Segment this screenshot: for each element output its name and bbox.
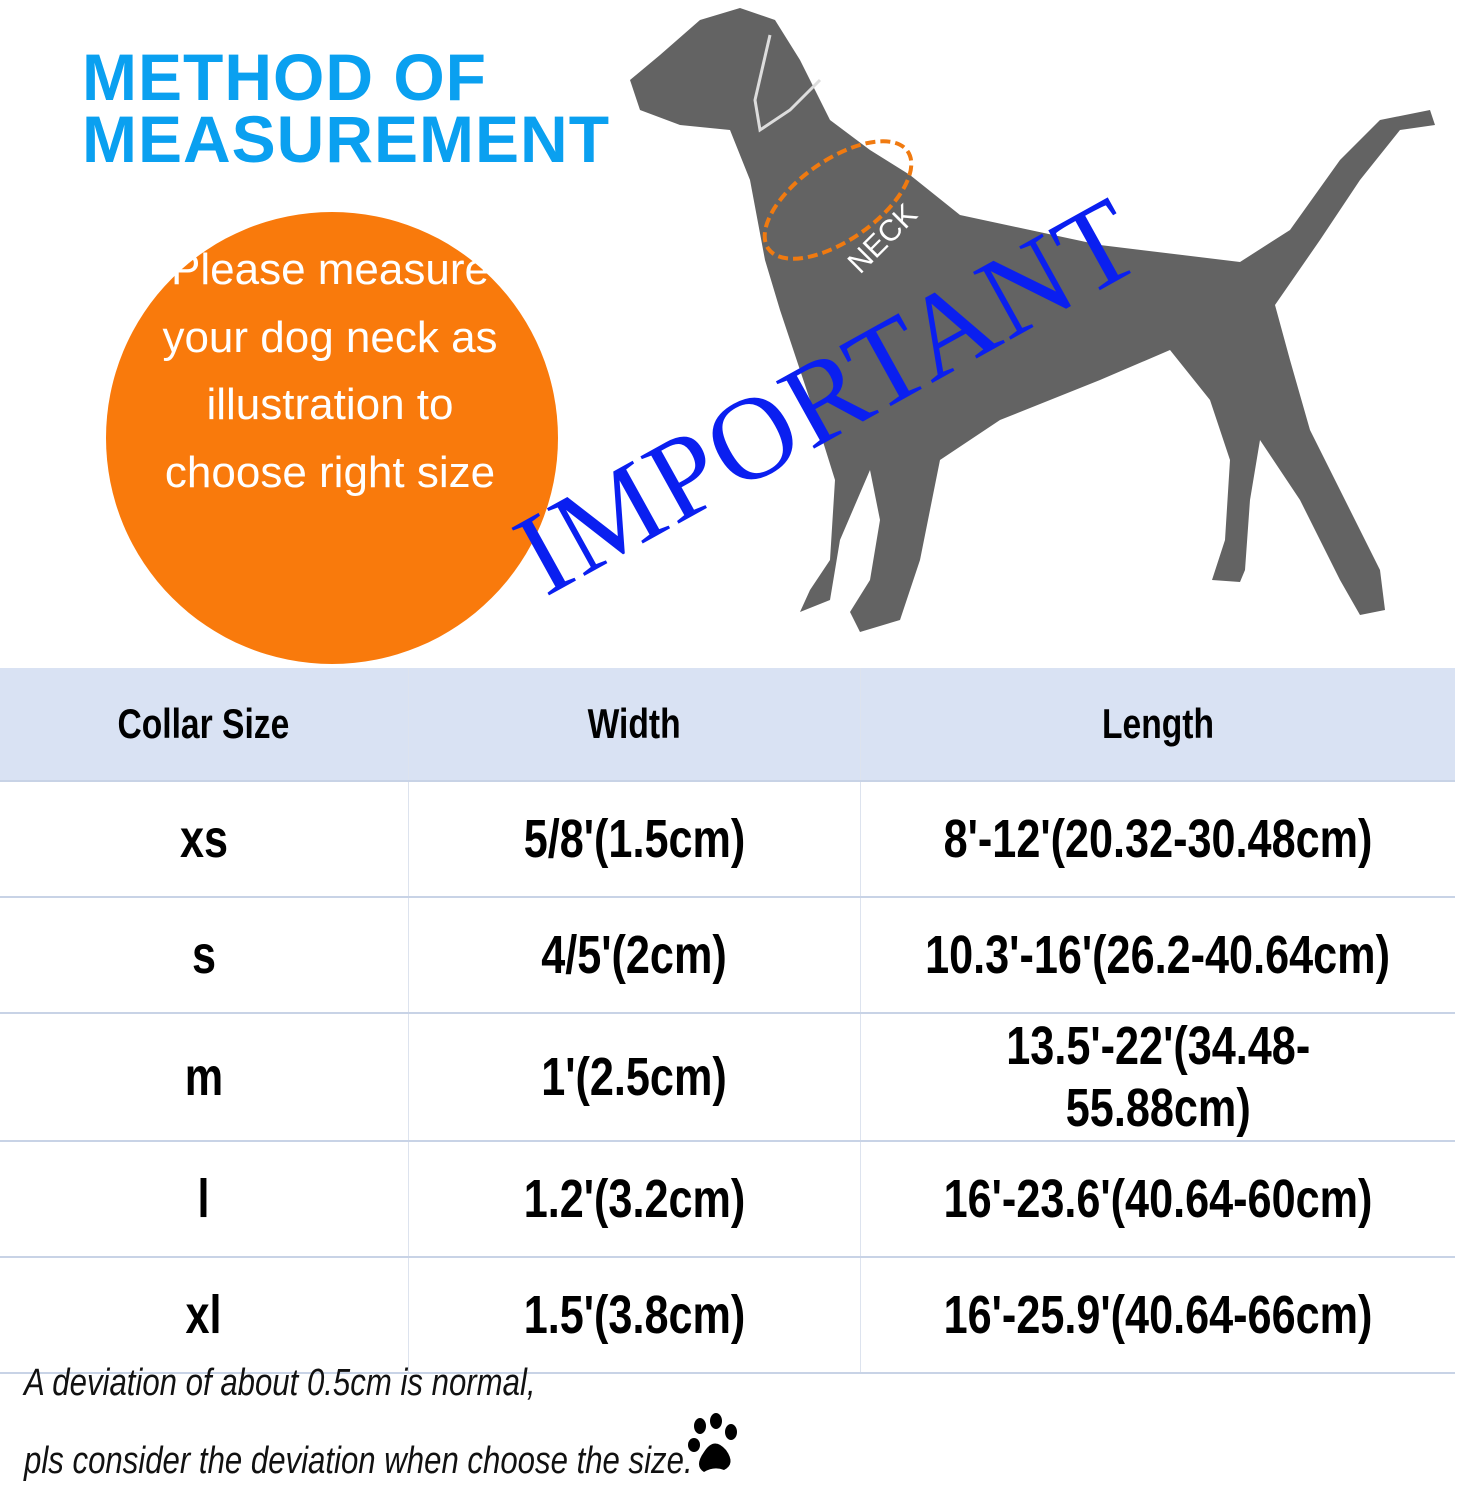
length-cell: 16'-23.6'(40.64-60cm) [859, 1141, 1455, 1258]
cell-value: l [197, 1169, 210, 1229]
length-cell: 8'-12'(20.32-30.48cm) [859, 781, 1455, 898]
header-label: Collar Size [117, 700, 290, 747]
dog-silhouette [630, 8, 1435, 632]
length-cell: 10.3'-16'(26.2-40.64cm) [859, 897, 1455, 1014]
width-cell: 1'(2.5cm) [407, 1013, 860, 1142]
cell-value: 10.3'-16'(26.2-40.64cm) [925, 925, 1391, 985]
width-cell: 5/8'(1.5cm) [407, 781, 860, 898]
dog-ear [753, 34, 822, 133]
length-cell: 13.5'-22'(34.48-55.88cm) [859, 1013, 1455, 1142]
cell-value: 1.2'(3.2cm) [523, 1169, 745, 1229]
cell-value: 4/5'(2cm) [541, 925, 727, 985]
size-cell: xl [0, 1257, 408, 1374]
cell-value: 16'-23.6'(40.64-60cm) [943, 1169, 1373, 1229]
page-title: METHOD OF MEASUREMENT [82, 40, 611, 176]
note-text: A deviation of about 0.5cm is normal, [24, 1362, 536, 1404]
cell-value: xs [179, 809, 228, 869]
deviation-note-2: pls consider the deviation when choose t… [24, 1440, 839, 1483]
cell-value: 1'(2.5cm) [541, 1047, 727, 1107]
table-row: s 4/5'(2cm) 10.3'-16'(26.2-40.64cm) [0, 897, 1455, 1014]
width-cell: 1.5'(3.8cm) [407, 1257, 860, 1374]
table-header-row: Collar Size Width Length [0, 668, 1455, 782]
cell-value: 13.5'-22'(34.48-55.88cm) [1005, 1016, 1310, 1138]
table-row: xs 5/8'(1.5cm) 8'-12'(20.32-30.48cm) [0, 781, 1455, 898]
size-cell: s [0, 897, 408, 1014]
cell-value: m [184, 1047, 223, 1107]
cell-value: 8'-12'(20.32-30.48cm) [943, 809, 1373, 869]
size-cell: xs [0, 781, 408, 898]
width-cell: 1.2'(3.2cm) [407, 1141, 860, 1258]
header-label: Width [587, 700, 681, 747]
title-line-2: MEASUREMENT [82, 102, 611, 176]
size-cell: m [0, 1013, 408, 1142]
paw-print-icon [688, 1413, 737, 1472]
length-cell: 16'-25.9'(40.64-66cm) [859, 1257, 1455, 1374]
header-label: Length [1101, 700, 1214, 747]
instruction-circle [106, 212, 558, 664]
cell-value: 1.5'(3.8cm) [523, 1285, 745, 1345]
cell-value: 5/8'(1.5cm) [523, 809, 745, 869]
deviation-note-1: A deviation of about 0.5cm is normal, [24, 1362, 648, 1405]
note-text: pls consider the deviation when choose t… [24, 1440, 693, 1482]
header-length: Length [859, 668, 1455, 782]
width-cell: 4/5'(2cm) [407, 897, 860, 1014]
table-row: xl 1.5'(3.8cm) 16'-25.9'(40.64-66cm) [0, 1257, 1455, 1374]
cell-value: s [191, 925, 216, 985]
header-collar-size: Collar Size [0, 668, 408, 782]
size-table: Collar Size Width Length xs 5/8'(1.5cm) 8'… [0, 668, 1455, 1374]
instruction-text: Please measure your dog neck as illustra… [162, 245, 498, 497]
table-row: m 1'(2.5cm) 13.5'-22'(34.48-55.88cm) [0, 1013, 1455, 1142]
header-width: Width [407, 668, 860, 782]
cell-value: xl [185, 1285, 222, 1345]
neck-measure-loop [762, 139, 914, 261]
cell-value: 16'-25.9'(40.64-66cm) [943, 1285, 1373, 1345]
title-line-1: METHOD OF [82, 40, 487, 114]
dog-illustration: NECK [630, 8, 1435, 632]
table-row: l 1.2'(3.2cm) 16'-23.6'(40.64-60cm) [0, 1141, 1455, 1258]
size-cell: l [0, 1141, 408, 1258]
